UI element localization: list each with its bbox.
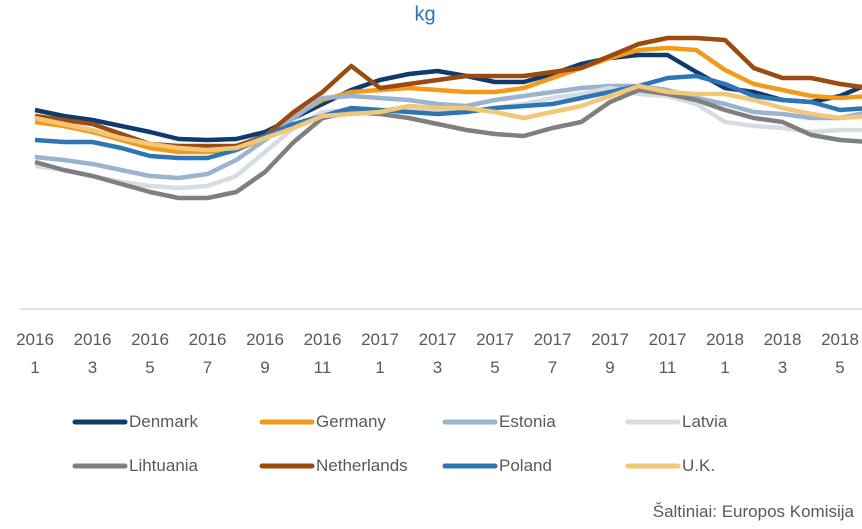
x-tick-label: 2016 7 [188,330,227,377]
x-tick-label: 2017 7 [533,330,572,377]
x-tick-label: 2016 9 [246,330,284,377]
source: Šaltiniai: Europos Komisija [652,502,854,521]
x-tick-label: 2017 3 [418,330,457,377]
x-tick-label: 2016 3 [73,330,112,377]
x-tick-label: 2018 5 [821,330,859,377]
legend-label: Netherlands [316,456,408,475]
x-tick-label: 2016 5 [131,330,169,377]
legend-label: Poland [499,456,552,475]
series-line [34,83,862,153]
legend-label: Estonia [499,412,556,431]
legend-label: Latvia [682,412,728,431]
series-line [34,52,862,143]
series-line [34,83,862,181]
x-tick-label: 2017 1 [361,330,399,377]
x-tick-label: 2017 9 [591,330,629,377]
x-tick-label: 2018 3 [763,330,802,377]
chart-title: kg [414,3,435,25]
series-line [34,87,862,201]
series-line [34,73,862,161]
x-tick-label: 2017 11 [648,330,687,377]
legend-label: Denmark [129,412,198,431]
x-tick-label: 2016 1 [16,330,54,377]
x-tick-label: 2017 5 [476,330,514,377]
x-tick-label: 2018 1 [706,330,744,377]
legend-label: Lihtuania [129,456,199,475]
series-line [34,45,862,155]
legend-label: Germany [316,412,386,431]
x-tick-label: 2016 11 [303,330,342,377]
legend-label: U.K. [682,456,716,475]
